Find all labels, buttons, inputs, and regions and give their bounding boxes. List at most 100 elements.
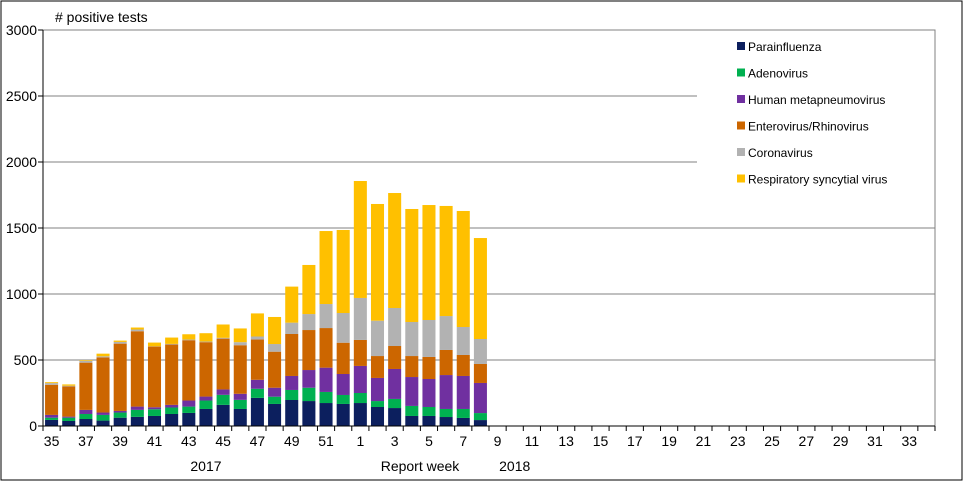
bar-enterovirus-rhinovirus-week-46: [234, 345, 247, 394]
bar-parainfluenza-week-52: [337, 404, 350, 426]
bar-coronavirus-week-52: [337, 313, 350, 343]
bar-adenovirus-week-50: [302, 388, 315, 401]
bar-coronavirus-week-5: [422, 320, 435, 357]
bar-human-metapneumovirus-week-6: [440, 375, 453, 409]
bar-coronavirus-week-4: [405, 322, 418, 356]
bar-adenovirus-week-8: [474, 413, 487, 420]
bar-coronavirus-week-1: [354, 298, 367, 340]
bar-respiratory-syncytial-virus-week-6: [440, 206, 453, 316]
bar-coronavirus-week-37: [79, 361, 92, 363]
bar-parainfluenza-week-39: [114, 418, 127, 426]
bar-parainfluenza-week-41: [148, 416, 161, 426]
bar-adenovirus-week-35: [45, 418, 58, 420]
bar-human-metapneumovirus-week-37: [79, 410, 92, 414]
legend-swatch: [737, 69, 745, 77]
bar-respiratory-syncytial-virus-week-40: [131, 328, 144, 330]
bar-coronavirus-week-50: [302, 314, 315, 330]
year-label-2017: 2017: [190, 458, 221, 474]
bar-adenovirus-week-45: [217, 395, 230, 405]
bar-respiratory-syncytial-virus-week-45: [217, 324, 230, 337]
y-tick-label: 2500: [6, 88, 37, 104]
x-tick-label: 39: [112, 433, 128, 449]
bar-human-metapneumovirus-week-5: [422, 379, 435, 407]
bar-parainfluenza-week-8: [474, 420, 487, 426]
bar-coronavirus-week-42: [165, 344, 178, 345]
x-tick-label: 11: [525, 433, 540, 449]
bar-human-metapneumovirus-week-2: [371, 378, 384, 401]
bar-coronavirus-week-51: [320, 304, 333, 328]
legend-swatch: [737, 148, 745, 156]
legend-label: Parainfluenza: [748, 40, 822, 54]
bar-respiratory-syncytial-virus-week-48: [268, 317, 281, 344]
bar-coronavirus-week-38: [97, 356, 110, 357]
bar-enterovirus-rhinovirus-week-51: [320, 328, 333, 368]
bar-respiratory-syncytial-virus-week-3: [388, 193, 401, 308]
bar-respiratory-syncytial-virus-week-37: [79, 360, 92, 361]
bar-parainfluenza-week-6: [440, 417, 453, 426]
bar-coronavirus-week-2: [371, 321, 384, 356]
x-tick-label: 21: [696, 433, 712, 449]
bar-human-metapneumovirus-week-36: [62, 417, 75, 418]
bar-human-metapneumovirus-week-8: [474, 383, 487, 413]
bar-parainfluenza-week-5: [422, 416, 435, 426]
bar-adenovirus-week-48: [268, 397, 281, 404]
x-tick-label: 29: [833, 433, 849, 449]
bar-parainfluenza-week-2: [371, 407, 384, 426]
x-tick-label: 13: [558, 433, 574, 449]
bar-enterovirus-rhinovirus-week-50: [302, 330, 315, 370]
bar-coronavirus-week-39: [114, 342, 127, 344]
bar-respiratory-syncytial-virus-week-38: [97, 354, 110, 357]
x-tick-label: 35: [44, 433, 60, 449]
bar-parainfluenza-week-7: [457, 418, 470, 426]
bar-adenovirus-week-39: [114, 413, 127, 418]
bar-adenovirus-week-51: [320, 392, 333, 403]
bar-enterovirus-rhinovirus-week-6: [440, 350, 453, 375]
bar-enterovirus-rhinovirus-week-39: [114, 344, 127, 411]
bar-parainfluenza-week-4: [405, 416, 418, 426]
y-tick-label: 1000: [6, 286, 37, 302]
bar-human-metapneumovirus-week-45: [217, 389, 230, 394]
bar-respiratory-syncytial-virus-week-36: [62, 384, 75, 385]
bar-enterovirus-rhinovirus-week-7: [457, 355, 470, 376]
bar-human-metapneumovirus-week-43: [182, 401, 195, 407]
bar-enterovirus-rhinovirus-week-43: [182, 340, 195, 400]
legend-label: Enterovirus/Rhinovirus: [748, 120, 869, 134]
bar-respiratory-syncytial-virus-week-44: [199, 333, 212, 341]
bar-enterovirus-rhinovirus-week-44: [199, 342, 212, 396]
x-tick-label: 33: [901, 433, 917, 449]
bar-respiratory-syncytial-virus-week-8: [474, 238, 487, 339]
bar-human-metapneumovirus-week-51: [320, 368, 333, 392]
bar-enterovirus-rhinovirus-week-5: [422, 357, 435, 379]
y-axis-label: # positive tests: [55, 9, 148, 25]
x-tick-label: 23: [730, 433, 746, 449]
bar-parainfluenza-week-36: [62, 421, 75, 426]
bar-enterovirus-rhinovirus-week-4: [405, 356, 418, 377]
bar-enterovirus-rhinovirus-week-48: [268, 352, 281, 388]
bar-coronavirus-week-46: [234, 342, 247, 345]
bar-respiratory-syncytial-virus-week-1: [354, 181, 367, 298]
bar-respiratory-syncytial-virus-week-49: [285, 287, 298, 323]
x-tick-label: 3: [391, 433, 399, 449]
bar-adenovirus-week-46: [234, 400, 247, 409]
bar-respiratory-syncytial-virus-week-51: [320, 231, 333, 304]
bar-respiratory-syncytial-virus-week-39: [114, 341, 127, 342]
bar-adenovirus-week-37: [79, 414, 92, 419]
bar-enterovirus-rhinovirus-week-35: [45, 385, 58, 415]
bar-respiratory-syncytial-virus-week-43: [182, 334, 195, 339]
bar-enterovirus-rhinovirus-week-40: [131, 331, 144, 406]
x-tick-label: 41: [147, 433, 163, 449]
bar-respiratory-syncytial-virus-week-46: [234, 328, 247, 342]
bar-respiratory-syncytial-virus-week-50: [302, 265, 315, 314]
bar-coronavirus-week-35: [45, 383, 58, 385]
x-tick-label: 17: [627, 433, 643, 449]
legend-swatch: [737, 95, 745, 103]
legend-swatch: [737, 175, 745, 183]
bar-enterovirus-rhinovirus-week-38: [97, 357, 110, 412]
bar-adenovirus-week-52: [337, 395, 350, 404]
bar-human-metapneumovirus-week-47: [251, 380, 264, 389]
x-tick-label: 9: [494, 433, 502, 449]
bar-parainfluenza-week-3: [388, 408, 401, 426]
bar-enterovirus-rhinovirus-week-2: [371, 356, 384, 378]
legend-label: Coronavirus: [748, 146, 813, 160]
bar-respiratory-syncytial-virus-week-42: [165, 338, 178, 344]
